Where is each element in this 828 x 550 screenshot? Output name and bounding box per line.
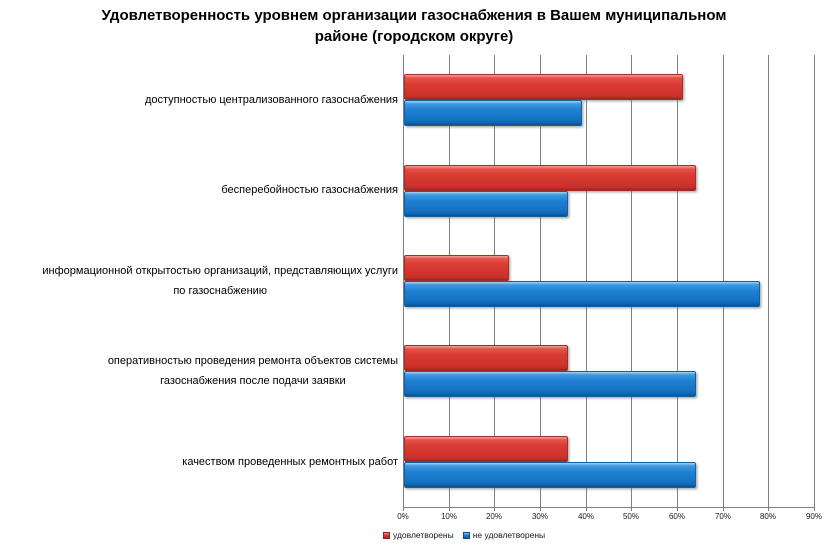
- tick-mark-90%: [814, 507, 815, 511]
- x-tick-label-80%: 80%: [759, 512, 776, 521]
- category-label: бесперебойностью газоснабжения: [221, 184, 398, 196]
- bar-unsatisfied-row4: [404, 371, 696, 397]
- tick-mark-30%: [540, 507, 541, 511]
- chart-title: Удовлетворенность уровнем организации га…: [101, 7, 727, 45]
- category-label: доступностью централизованного газоснабж…: [144, 94, 398, 106]
- category-label: информационной открытостью организаций, …: [42, 265, 398, 297]
- category-label: качеством проведенных ремонтных работ: [182, 456, 398, 468]
- tick-mark-10%: [449, 507, 450, 511]
- gridline-80%: [768, 55, 769, 507]
- tick-mark-80%: [768, 507, 769, 511]
- plot-area: [403, 55, 815, 511]
- bar-satisfied-row4: [404, 345, 568, 371]
- x-tick-label-50%: 50%: [622, 512, 639, 521]
- x-tick-label-90%: 90%: [805, 512, 822, 521]
- x-tick-label-10%: 10%: [440, 512, 457, 521]
- bar-unsatisfied-row2: [404, 191, 568, 217]
- legend-item-satisfied: удовлетворены: [383, 530, 454, 540]
- category-label-row-2: бесперебойностью газоснабжения: [0, 145, 398, 235]
- bar-satisfied-row3: [404, 255, 509, 281]
- bar-satisfied-row2: [404, 165, 696, 191]
- x-tick-label-0%: 0%: [397, 512, 409, 521]
- category-axis-labels: доступностью централизованного газоснабж…: [0, 55, 398, 507]
- bar-unsatisfied-row5: [404, 462, 696, 488]
- category-label-row-4: оперативностью проведения ремонта объект…: [0, 326, 398, 416]
- tick-mark-70%: [723, 507, 724, 511]
- legend-swatch-satisfied-icon: [383, 531, 390, 539]
- x-tick-label-70%: 70%: [714, 512, 731, 521]
- legend-item-unsatisfied: не удовлетворены: [462, 530, 546, 540]
- tick-mark-0%: [403, 507, 404, 511]
- bar-unsatisfied-row3: [404, 281, 760, 307]
- category-label-row-3: информационной открытостью организаций, …: [0, 236, 398, 326]
- legend: удовлетворены не удовлетворены: [383, 530, 545, 540]
- x-tick-label-60%: 60%: [668, 512, 685, 521]
- category-label-row-5: качеством проведенных ремонтных работ: [0, 417, 398, 507]
- category-label-row-1: доступностью централизованного газоснабж…: [0, 55, 398, 145]
- gridline-90%: [814, 55, 815, 507]
- x-tick-label-20%: 20%: [485, 512, 502, 521]
- x-tick-label-40%: 40%: [577, 512, 594, 521]
- bar-satisfied-row1: [404, 74, 683, 100]
- bar-satisfied-row5: [404, 436, 568, 462]
- category-label: оперативностью проведения ремонта объект…: [107, 355, 398, 387]
- tick-mark-20%: [494, 507, 495, 511]
- legend-label-unsatisfied: не удовлетворены: [472, 530, 546, 540]
- legend-label-satisfied: удовлетворены: [393, 530, 454, 540]
- tick-mark-40%: [586, 507, 587, 511]
- bar-unsatisfied-row1: [404, 100, 582, 126]
- legend-swatch-unsatisfied-icon: [462, 531, 470, 539]
- x-tick-label-30%: 30%: [531, 512, 548, 521]
- tick-mark-60%: [677, 507, 678, 511]
- tick-mark-50%: [631, 507, 632, 511]
